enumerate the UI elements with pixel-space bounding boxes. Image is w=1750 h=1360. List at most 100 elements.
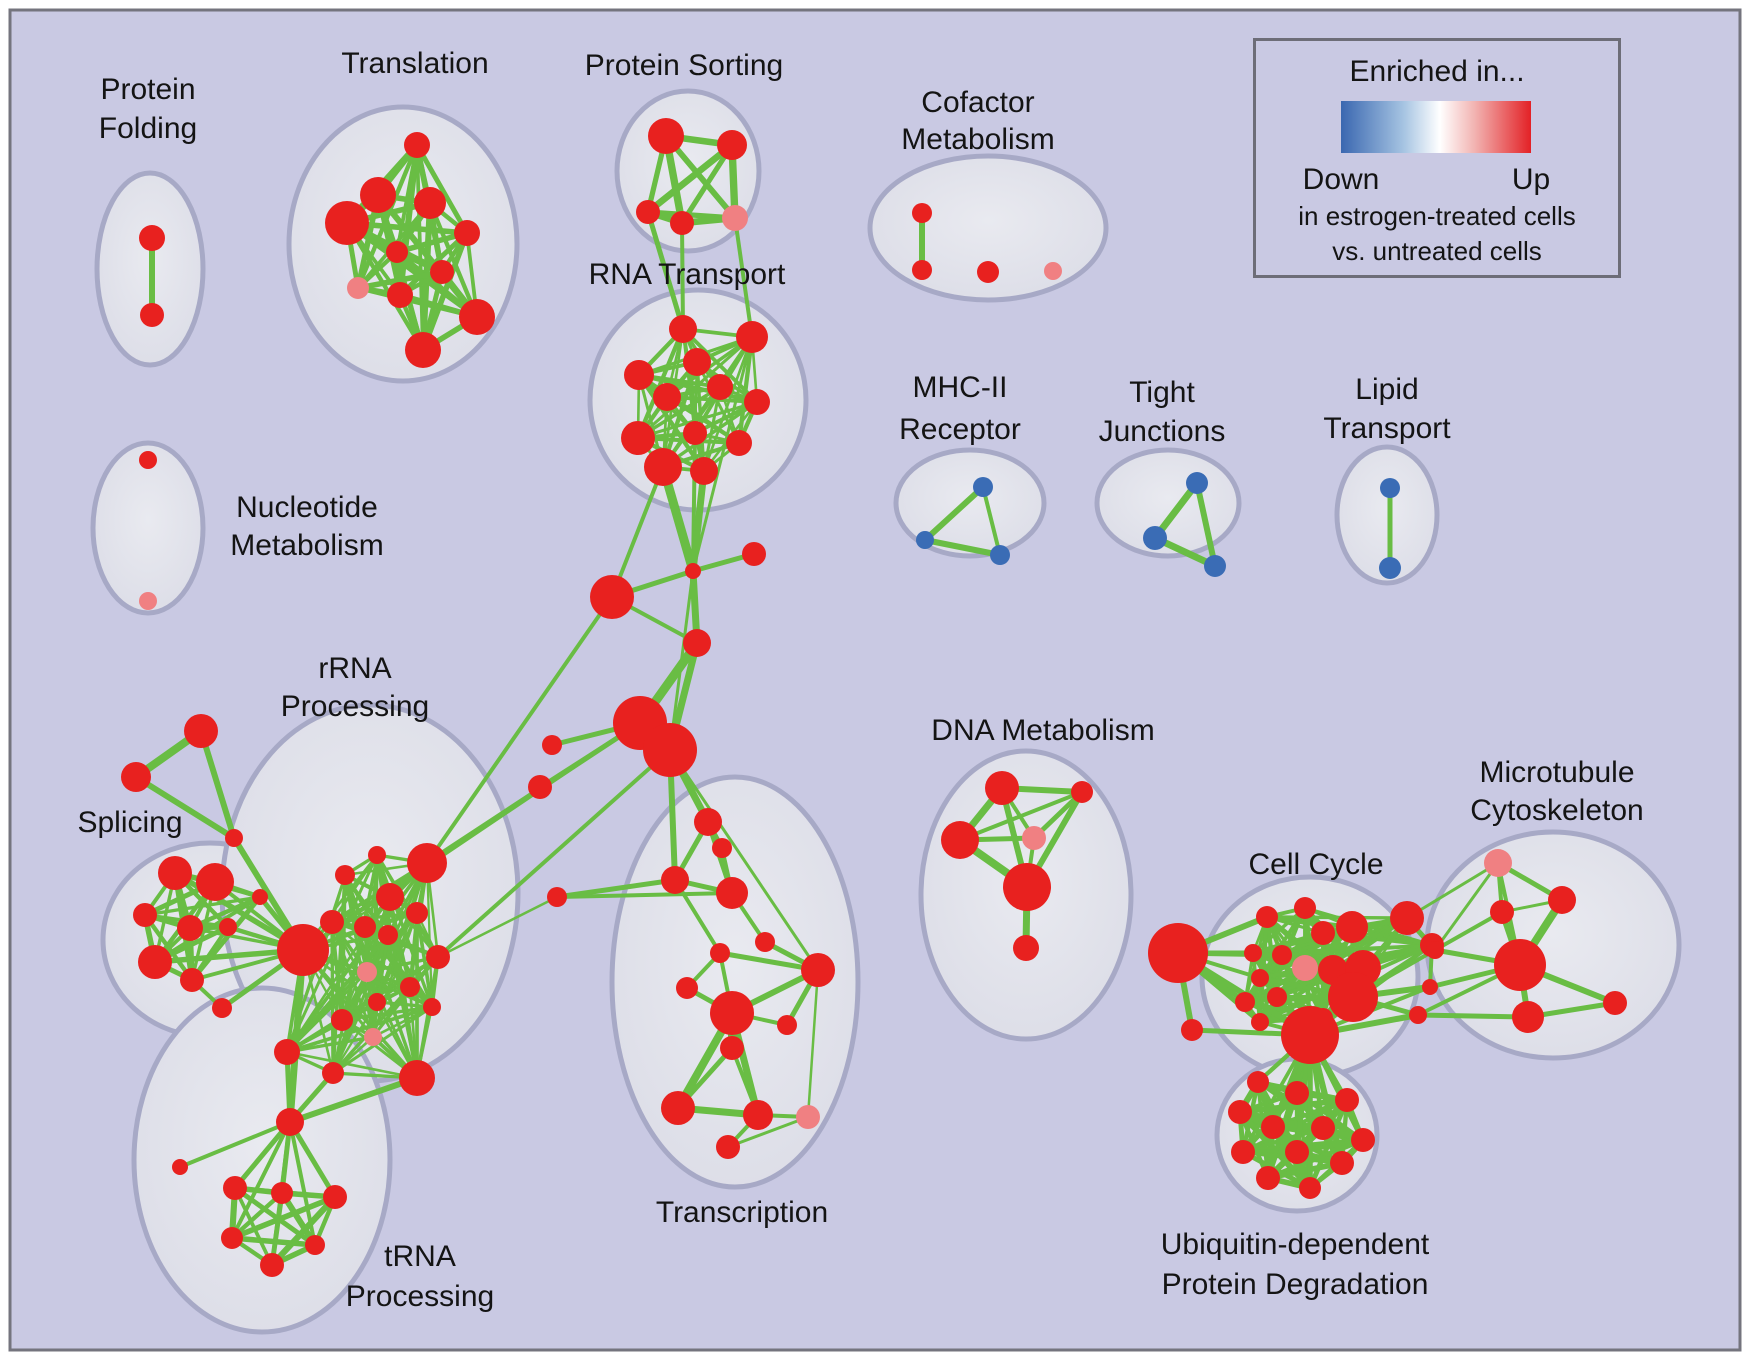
edge-sn3-rr3	[425, 595, 614, 865]
gene-set-node-rr17	[322, 1062, 344, 1084]
gene-set-node-rr11	[400, 977, 420, 997]
edge-rt2-rt12	[702, 335, 754, 473]
gene-set-node-tl1	[404, 132, 430, 158]
gene-set-node-cc13	[1235, 992, 1255, 1012]
gene-set-node-ub12	[1299, 1177, 1321, 1199]
gene-set-node-dn5	[1003, 863, 1051, 911]
edge-dn2-dn3	[958, 790, 1084, 842]
gene-set-node-rr4	[376, 883, 404, 911]
edge-mh2-mh3	[922, 537, 1003, 558]
gene-set-node-ps5	[722, 205, 748, 231]
cluster-label-cofactor-metabolism-line1: Cofactor	[921, 86, 1034, 119]
edge-rr8-rr18	[386, 933, 419, 1080]
edge-tc14-tc13	[726, 1115, 810, 1149]
gene-set-node-cc15	[1328, 972, 1378, 1022]
gene-set-node-rt4	[624, 360, 654, 390]
edge-tn2-tn4	[229, 1190, 285, 1241]
gene-set-node-tc3	[661, 866, 689, 894]
legend: Enriched in... Down Up in estrogen-treat…	[1253, 38, 1621, 278]
cluster-labels: Protein Folding Translation Protein Sorting…	[77, 47, 1643, 1313]
gene-set-node-pf1	[139, 225, 165, 251]
gene-set-node-rt1	[669, 315, 697, 343]
edge-tc3-tc5	[673, 878, 722, 955]
edge-tr0-tn4	[230, 1120, 292, 1240]
cluster-label-microtubule-cytoskeleton-line2: Cytoskeleton	[1470, 794, 1643, 827]
gene-set-node-tn4	[221, 1227, 243, 1249]
edge-br1-mt2	[1433, 910, 1504, 952]
gene-set-node-ub4	[1228, 1100, 1252, 1124]
gene-set-node-dn3	[941, 821, 979, 859]
gene-set-node-rr6	[320, 910, 344, 934]
gene-set-node-tc11	[661, 1091, 695, 1125]
gene-set-node-ml2	[528, 775, 552, 799]
legend-title: Enriched in...	[1349, 55, 1525, 88]
cluster-label-nucleotide-metabolism-line1: Nucleotide	[236, 491, 378, 524]
gene-set-node-sp5	[219, 918, 237, 936]
gene-set-node-ub8	[1231, 1140, 1255, 1164]
edge-tl3-tl10	[427, 200, 480, 320]
cluster-label-translation: Translation	[341, 47, 488, 80]
gene-set-node-ps3	[636, 200, 660, 224]
gene-set-node-tl7	[430, 260, 454, 284]
edge-bl2-rr10	[436, 748, 672, 959]
gene-set-node-cf1	[912, 203, 932, 223]
gene-set-node-tl8	[347, 277, 369, 299]
gene-set-node-tc13	[796, 1105, 820, 1129]
legend-caption-line1: in estrogen-treated cells	[1298, 201, 1576, 231]
gene-set-node-tc6	[755, 932, 775, 952]
gene-set-node-triso	[172, 1159, 188, 1175]
cluster-label-nucleotide-metabolism-line2: Metabolism	[230, 529, 383, 562]
cluster-label-microtubule-cytoskeleton-line1: Microtubule	[1479, 756, 1634, 789]
cluster-label-lipid-transport-line2: Transport	[1323, 412, 1451, 445]
gene-set-node-cc7	[1272, 945, 1292, 965]
gene-set-node-sn1	[685, 563, 701, 579]
edge-tc7-tc13	[806, 968, 820, 1119]
cluster-label-lipid-transport-line1: Lipid	[1355, 373, 1418, 406]
cluster-label-trna-processing-line2: Processing	[346, 1280, 494, 1313]
gene-set-node-sn3	[590, 575, 634, 619]
gene-set-node-cc8	[1292, 955, 1318, 981]
gene-set-node-tr0	[276, 1108, 304, 1136]
edge-triso-tr0	[178, 1120, 292, 1169]
gene-set-node-rt11	[644, 448, 682, 486]
gene-set-node-rr3	[407, 843, 447, 883]
gene-set-node-ub11	[1256, 1166, 1280, 1190]
gene-set-node-dn2	[1071, 781, 1093, 803]
gene-set-node-cc2	[1294, 897, 1316, 919]
edge-ml3-tc4	[555, 891, 734, 899]
edge-mh1-mh3	[981, 485, 1002, 557]
edge-sn1-bl2	[668, 569, 695, 752]
edge-br3-mt3	[1415, 1012, 1531, 1020]
gene-set-node-rt8	[683, 421, 707, 445]
gene-set-node-sn2	[742, 542, 766, 566]
cluster-label-dna-metabolism: DNA Metabolism	[931, 714, 1154, 747]
gene-set-node-rr9	[357, 962, 377, 982]
gene-set-node-rt3	[683, 348, 711, 376]
gene-set-node-cc14	[1267, 987, 1287, 1007]
gene-set-node-pf2	[140, 303, 164, 327]
edge-mh1-mh2	[922, 484, 986, 543]
gene-set-node-tc12	[743, 1100, 773, 1130]
cluster-ellipse-lipid-transport	[1334, 444, 1440, 586]
gene-set-node-br3	[1409, 1006, 1427, 1024]
gene-set-node-tc14	[716, 1135, 740, 1159]
gene-set-node-ub3	[1335, 1088, 1359, 1112]
edge-cc7-cc11	[1280, 943, 1434, 957]
cluster-label-mhc-ii-receptor-line2: Receptor	[899, 413, 1021, 446]
gene-set-node-cc3	[1311, 921, 1335, 945]
gene-set-node-cc12	[1251, 969, 1269, 987]
gene-set-node-rt2	[736, 321, 768, 353]
gene-set-node-ub1	[1247, 1071, 1269, 1093]
edge-ub10-ub11	[1265, 1160, 1345, 1181]
gene-set-node-tn5	[305, 1235, 325, 1255]
gene-set-node-tl3	[414, 187, 446, 219]
gene-set-node-rt7	[744, 389, 770, 415]
edge-rr12-rr17	[331, 1000, 379, 1075]
gene-set-node-sn4	[683, 629, 711, 657]
gene-set-node-sp6	[138, 945, 172, 979]
edge-bl2-tc7	[668, 748, 820, 972]
cluster-label-ubiquitin-degradation-line2: Protein Degradation	[1162, 1268, 1429, 1301]
gene-set-node-bl2	[643, 723, 697, 777]
